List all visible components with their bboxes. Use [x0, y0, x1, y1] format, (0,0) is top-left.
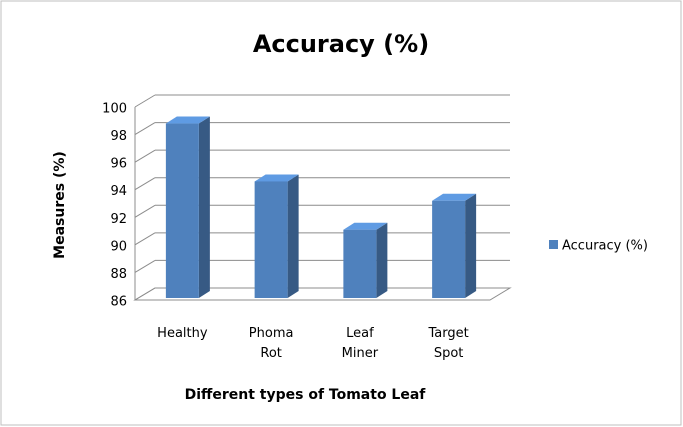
grid-line-side: [134, 232, 156, 246]
bar: [254, 174, 299, 298]
y-tick-label: 94: [110, 184, 127, 199]
y-tick-label: 98: [110, 129, 127, 144]
bar-top: [343, 222, 388, 230]
y-tick-label: 90: [110, 239, 127, 254]
x-tick-label: Healthy: [157, 326, 208, 341]
x-axis-label: Different types of Tomato Leaf: [185, 387, 427, 403]
grid-line-side: [134, 177, 156, 191]
grid-line-side: [134, 94, 156, 108]
bar-side: [287, 174, 299, 298]
chart-title: Accuracy (%): [253, 30, 429, 58]
grid-line-side: [134, 259, 156, 273]
bar-front: [343, 229, 377, 298]
grid-line-side: [134, 204, 156, 218]
x-tick-label: Target Spot: [428, 326, 469, 361]
bar: [165, 116, 210, 299]
bar: [432, 193, 477, 298]
grid-line-side: [134, 149, 156, 163]
legend-swatch: [549, 240, 558, 249]
bar-top: [254, 174, 299, 182]
legend-label: Accuracy (%): [562, 239, 648, 254]
bar-side: [198, 116, 210, 299]
bar-front: [165, 123, 199, 299]
x-tick-label: Leaf Miner: [342, 326, 379, 361]
grid-line-side: [134, 122, 156, 136]
bar-side: [465, 193, 477, 298]
y-axis-label: Measures (%): [52, 151, 68, 259]
y-tick-label: 88: [110, 267, 127, 282]
y-tick-label: 86: [110, 295, 127, 310]
grid-line-side: [134, 287, 156, 301]
bar-top: [165, 116, 210, 124]
bar-front: [254, 181, 288, 298]
bar-side: [376, 222, 388, 298]
x-tick-label: Phoma Rot: [249, 326, 294, 361]
bar: [343, 222, 388, 298]
bar-front: [432, 200, 466, 298]
y-tick-label: 96: [110, 157, 127, 172]
bar-top: [432, 193, 477, 201]
y-tick-label: 92: [110, 212, 127, 227]
y-tick-label: 100: [102, 102, 127, 117]
